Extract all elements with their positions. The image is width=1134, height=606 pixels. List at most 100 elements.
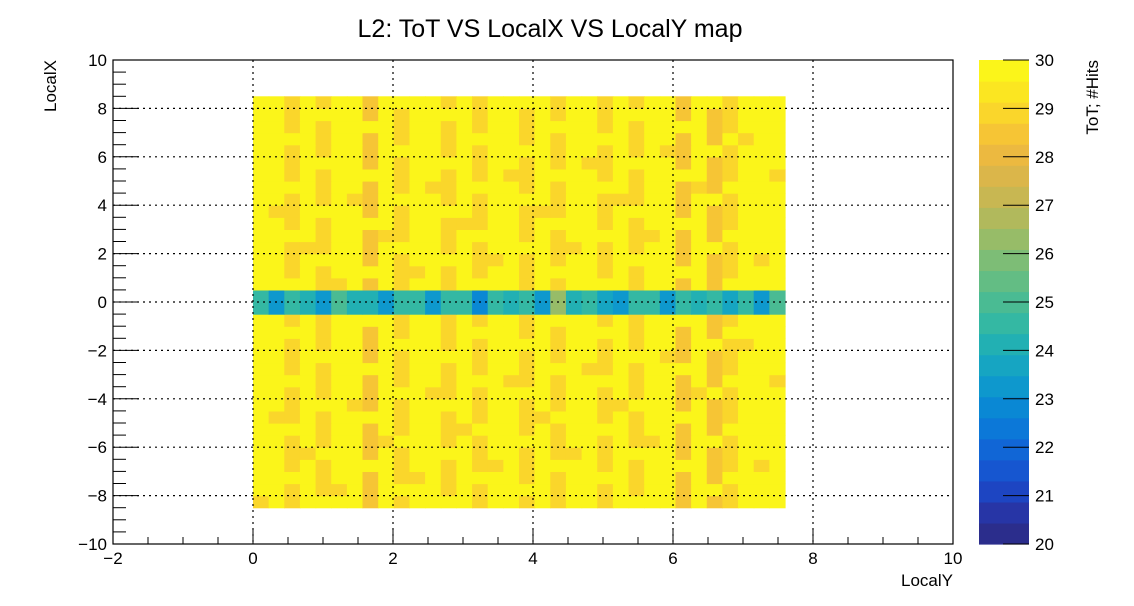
heatmap-cell [409,205,426,218]
heatmap-cell [519,302,536,315]
heatmap-cell [378,205,395,218]
heatmap-cell [393,205,411,218]
heatmap-cell [409,386,426,400]
heatmap-cell [581,350,598,364]
heatmap-cell [315,374,332,388]
heatmap-cell [597,253,614,267]
color-scale-segment [979,396,1029,419]
color-scale-segment [979,417,1029,440]
heatmap-cell [331,338,348,351]
heatmap-cell [612,350,630,364]
heatmap-cell [534,386,551,400]
heatmap-cell [440,277,458,291]
heatmap-cell [393,132,411,146]
heatmap-cell [565,289,583,303]
x-tick-label: 10 [944,549,963,568]
heatmap-cell [253,253,270,267]
heatmap-cell [628,483,645,497]
heatmap-cell [691,495,708,509]
heatmap-cell [597,483,614,497]
heatmap-cell [268,108,285,122]
heatmap-cell [487,314,504,327]
heatmap-cell [769,265,786,279]
heatmap-cell [253,459,270,472]
heatmap-cell [581,374,598,388]
heatmap-cell [456,253,473,267]
heatmap-cell [519,350,536,364]
heatmap-cell [268,217,285,230]
heatmap-cell [503,132,520,146]
heatmap-cell [362,253,379,267]
heatmap-cell [659,265,677,279]
heatmap-cell [644,435,661,448]
heatmap-cell [628,181,645,194]
heatmap-cell [284,241,301,255]
heatmap-cell [628,168,645,182]
x-tick-label: −2 [103,549,122,568]
heatmap-cell [738,410,755,424]
heatmap-cell [581,96,598,109]
heatmap-cell [503,447,520,460]
heatmap-cell [299,495,317,509]
heatmap-cell [409,338,426,351]
heatmap-cell [425,423,442,436]
heatmap-cell [425,447,442,460]
heatmap-cell [534,156,551,170]
heatmap-cell [299,144,317,158]
y-tick-label: −10 [78,535,107,554]
heatmap-cell [440,495,458,509]
heatmap-cell [299,120,317,134]
heatmap-cell [738,217,755,230]
heatmap-cell [284,168,301,182]
heatmap-cell [581,447,598,460]
heatmap-cell [472,265,489,279]
heatmap-cell [581,168,598,182]
heatmap-cell [440,410,458,424]
heatmap-cell [722,302,739,315]
heatmap-cell [393,289,411,303]
heatmap-cell [597,435,614,448]
heatmap-cell [534,253,551,267]
heatmap-cell [644,132,661,146]
x-tick-label: 2 [388,549,397,568]
heatmap-cell [706,277,724,291]
heatmap-cell [628,447,645,460]
heatmap-cell [738,181,755,194]
heatmap-cell [644,96,661,109]
heatmap-cell [691,435,708,448]
heatmap-cell [268,338,285,351]
heatmap-cell [362,144,379,158]
heatmap-cell [769,289,786,303]
heatmap-cell [769,229,786,243]
heatmap-cell [675,459,692,472]
color-scale-segment [979,312,1029,335]
heatmap-cell [644,471,661,485]
heatmap-cell [346,471,364,485]
heatmap-cell [612,265,630,279]
heatmap-cell [550,144,567,158]
heatmap-cell [456,374,473,388]
heatmap-cell [284,229,301,243]
heatmap-cell [393,435,411,448]
heatmap-cell [284,253,301,267]
heatmap-cell [393,350,411,364]
heatmap-cell [346,314,364,327]
heatmap-cell [628,326,645,339]
heatmap-cell [472,168,489,182]
heatmap-cell [409,96,426,109]
heatmap-cell [472,96,489,109]
heatmap-cell [393,241,411,255]
heatmap-cell [675,398,692,412]
heatmap-cell [409,326,426,339]
heatmap-cell [409,108,426,122]
heatmap-cell [487,241,504,255]
heatmap-cell [612,241,630,255]
heatmap-cell [550,120,567,134]
color-scale-segment [979,522,1029,545]
heatmap-cell [331,181,348,194]
grid-lines [113,60,953,544]
heatmap-cell [487,289,504,303]
heatmap-cell [393,495,411,509]
heatmap-cell [753,398,770,412]
heatmap-cell [487,205,504,218]
